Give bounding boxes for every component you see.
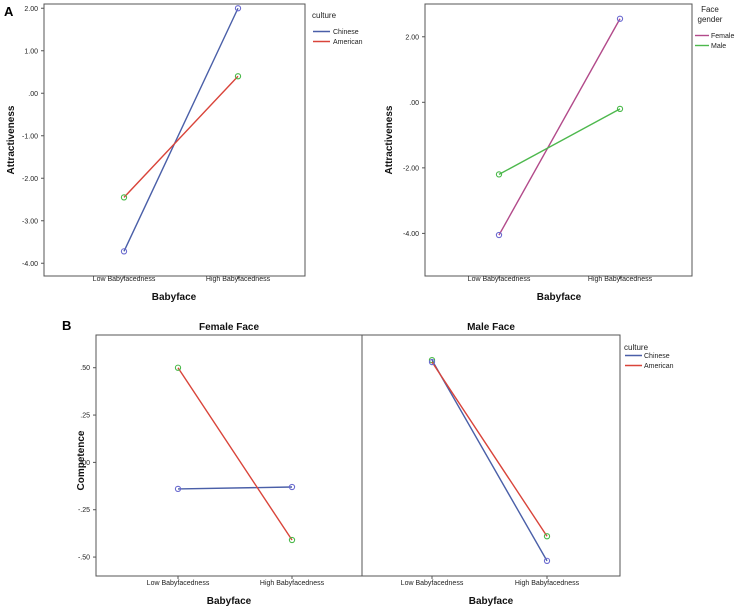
legend-title: Face	[701, 5, 719, 14]
y-tick-label: .00	[80, 460, 90, 467]
y-tick-label: -4.00	[403, 231, 419, 238]
data-point-female	[616, 15, 624, 22]
data-point-american	[288, 536, 296, 544]
data-point-chinese	[543, 557, 551, 565]
series-line-chinese	[123, 7, 239, 252]
y-axis-title: Attractiveness	[384, 105, 395, 174]
series-line-american	[431, 361, 548, 537]
x-axis-title: Babyface	[537, 292, 582, 303]
data-point-chinese	[120, 248, 128, 255]
panel-label-b: B	[62, 318, 71, 333]
y-tick-label: .00	[409, 100, 419, 107]
x-tick-label: Low Babyfacedness	[93, 276, 156, 283]
y-tick-label: 1.00	[24, 48, 38, 55]
series-line-chinese	[431, 359, 548, 562]
legend-label: Chinese	[644, 353, 670, 360]
x-tick-label: High Babyfacedness	[588, 276, 653, 283]
series-line-american	[123, 75, 239, 198]
y-tick-label: -2.00	[22, 176, 38, 183]
facet-title: Male Face	[467, 322, 515, 333]
x-tick-label: Low Babyfacedness	[147, 580, 210, 587]
facet-title: Female Face	[199, 322, 259, 333]
x-tick-label: Low Babyfacedness	[468, 276, 531, 283]
y-tick-label: 2.00	[24, 6, 38, 13]
series-line-female	[498, 18, 621, 236]
y-tick-label: -2.00	[403, 165, 419, 172]
data-point-american	[543, 533, 551, 540]
data-point-american	[234, 73, 242, 80]
y-tick-label: 2.00	[405, 34, 419, 41]
x-tick-label: High Babyfacedness	[260, 580, 325, 587]
data-point-chinese	[288, 483, 296, 491]
chart-b-male-face: Male Face Low Babyfacedness High Babyfaced…	[361, 322, 674, 607]
data-point-male	[616, 105, 624, 113]
y-axis-title: Competence	[76, 430, 87, 490]
y-tick-label: -.25	[78, 507, 90, 514]
x-axis-title: Babyface	[469, 596, 514, 607]
plot-frame	[424, 3, 693, 277]
legend-label: Female	[711, 33, 734, 40]
y-tick-label: .25	[80, 413, 90, 420]
x-axis-title: Babyface	[152, 292, 197, 303]
data-point-chinese	[234, 5, 242, 12]
data-point-american	[120, 194, 128, 201]
plot-frame	[361, 334, 621, 577]
series-line-male	[498, 108, 621, 176]
chart-a-culture: 2.00 1.00 .00 -1.00 -2.00 -3.00 -4.00 Low Babyf…	[6, 3, 363, 303]
legend-title: culture	[624, 343, 649, 352]
x-tick-label: Low Babyfacedness	[401, 580, 464, 587]
data-point-chinese	[174, 485, 182, 493]
plot-frame	[43, 3, 306, 277]
data-point-male	[495, 171, 503, 178]
legend-label: American	[644, 363, 674, 370]
legend-label: American	[333, 39, 363, 46]
plot-frame	[95, 334, 363, 577]
legend-label: Chinese	[333, 29, 359, 36]
y-axis-title: Attractiveness	[6, 105, 17, 174]
y-tick-label: .00	[28, 91, 38, 98]
y-tick-label: -1.00	[22, 133, 38, 140]
series-line-chinese	[177, 486, 293, 490]
y-tick-label: -.50	[78, 555, 90, 562]
data-point-american	[174, 364, 182, 371]
x-tick-label: High Babyfacedness	[206, 276, 271, 283]
x-axis-title: Babyface	[207, 596, 252, 607]
panel-label-a: A	[4, 4, 14, 19]
y-tick-label: .50	[80, 365, 90, 372]
y-tick-label: -4.00	[22, 261, 38, 268]
chart-b-female-face: Female Face .50 .25 .00 -.25 -.50 Low Babyface…	[76, 322, 363, 607]
y-tick-label: -3.00	[22, 218, 38, 225]
legend-title: culture	[312, 11, 337, 20]
legend-label: Male	[711, 43, 726, 50]
data-point-female	[495, 231, 503, 239]
data-point-american	[428, 358, 436, 366]
chart-a-face-gender: 2.00 .00 -2.00 -4.00 Low Babyfacedness High B…	[384, 3, 734, 303]
x-tick-label: High Babyfacedness	[515, 580, 580, 587]
series-line-american	[177, 367, 293, 541]
legend-title: gender	[698, 15, 723, 24]
